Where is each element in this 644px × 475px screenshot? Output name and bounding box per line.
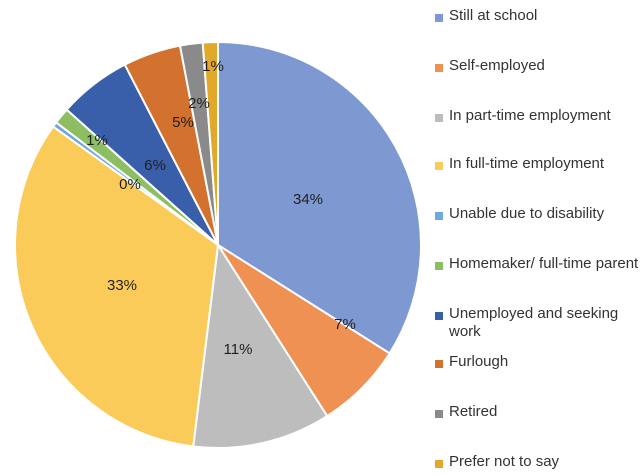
pie-data-label: 0% [119,176,141,193]
legend-swatch [435,212,443,220]
pie-data-label: 7% [334,316,356,333]
pie-data-label: 6% [144,157,166,174]
legend-item: Furlough [435,353,644,371]
pie-data-label: 2% [188,95,210,112]
legend-label: Still at school [449,7,538,24]
legend-label: Homemaker/ full-time parent [449,255,639,272]
pie-slice-still-at-school [217,40,422,355]
pie-data-labels: 34% 7% 11% 33% 0% 1% 6% 5% 2% 1% [86,58,356,358]
pie-slices [14,40,422,449]
legend-item: In part-time employment [435,107,644,125]
legend-label: Unable due to disability [449,205,605,222]
pie-data-label: 1% [202,58,224,75]
legend-swatch [435,360,443,368]
legend-swatch [435,162,443,170]
legend-item: Self-employed [435,57,644,75]
pie-slice-in-part-time-employment [192,242,329,449]
legend-swatch [435,410,443,418]
legend-label: Prefer not to say [449,453,560,470]
legend-label: Unemployed and seeking work [449,305,619,340]
legend-label: Furlough [449,353,509,370]
legend-label: In part-time employment [449,107,611,124]
pie-data-label: 33% [107,277,137,294]
pie-data-label: 34% [293,191,323,208]
pie-slice-in-full-time-employment [14,125,220,448]
legend-label: Retired [449,403,498,420]
legend-swatch [435,114,443,122]
legend-swatch [435,460,443,468]
legend-swatch [435,262,443,270]
pie-chart: 34% 7% 11% 33% 0% 1% 6% 5% 2% 1% [14,40,422,449]
legend-item: Unable due to disability [435,205,644,223]
pie-data-label: 11% [224,341,253,358]
legend-item: Prefer not to say [435,453,644,471]
legend-item: Still at school [435,7,644,25]
legend-item: In full-time employment [435,155,644,173]
legend-swatch [435,312,443,320]
legend-item: Homemaker/ full-time parent [435,255,644,273]
legend-swatch [435,64,443,72]
legend-label: In full-time employment [449,155,605,172]
legend-item: Retired [435,403,644,421]
pie-slice-prefer-not-to-say [201,40,219,246]
pie-data-label: 5% [172,114,194,131]
legend-label: Self-employed [449,57,545,74]
legend-swatch [435,14,443,22]
legend-item: Unemployed and seeking work [435,305,644,341]
pie-data-label: 1% [86,132,108,149]
